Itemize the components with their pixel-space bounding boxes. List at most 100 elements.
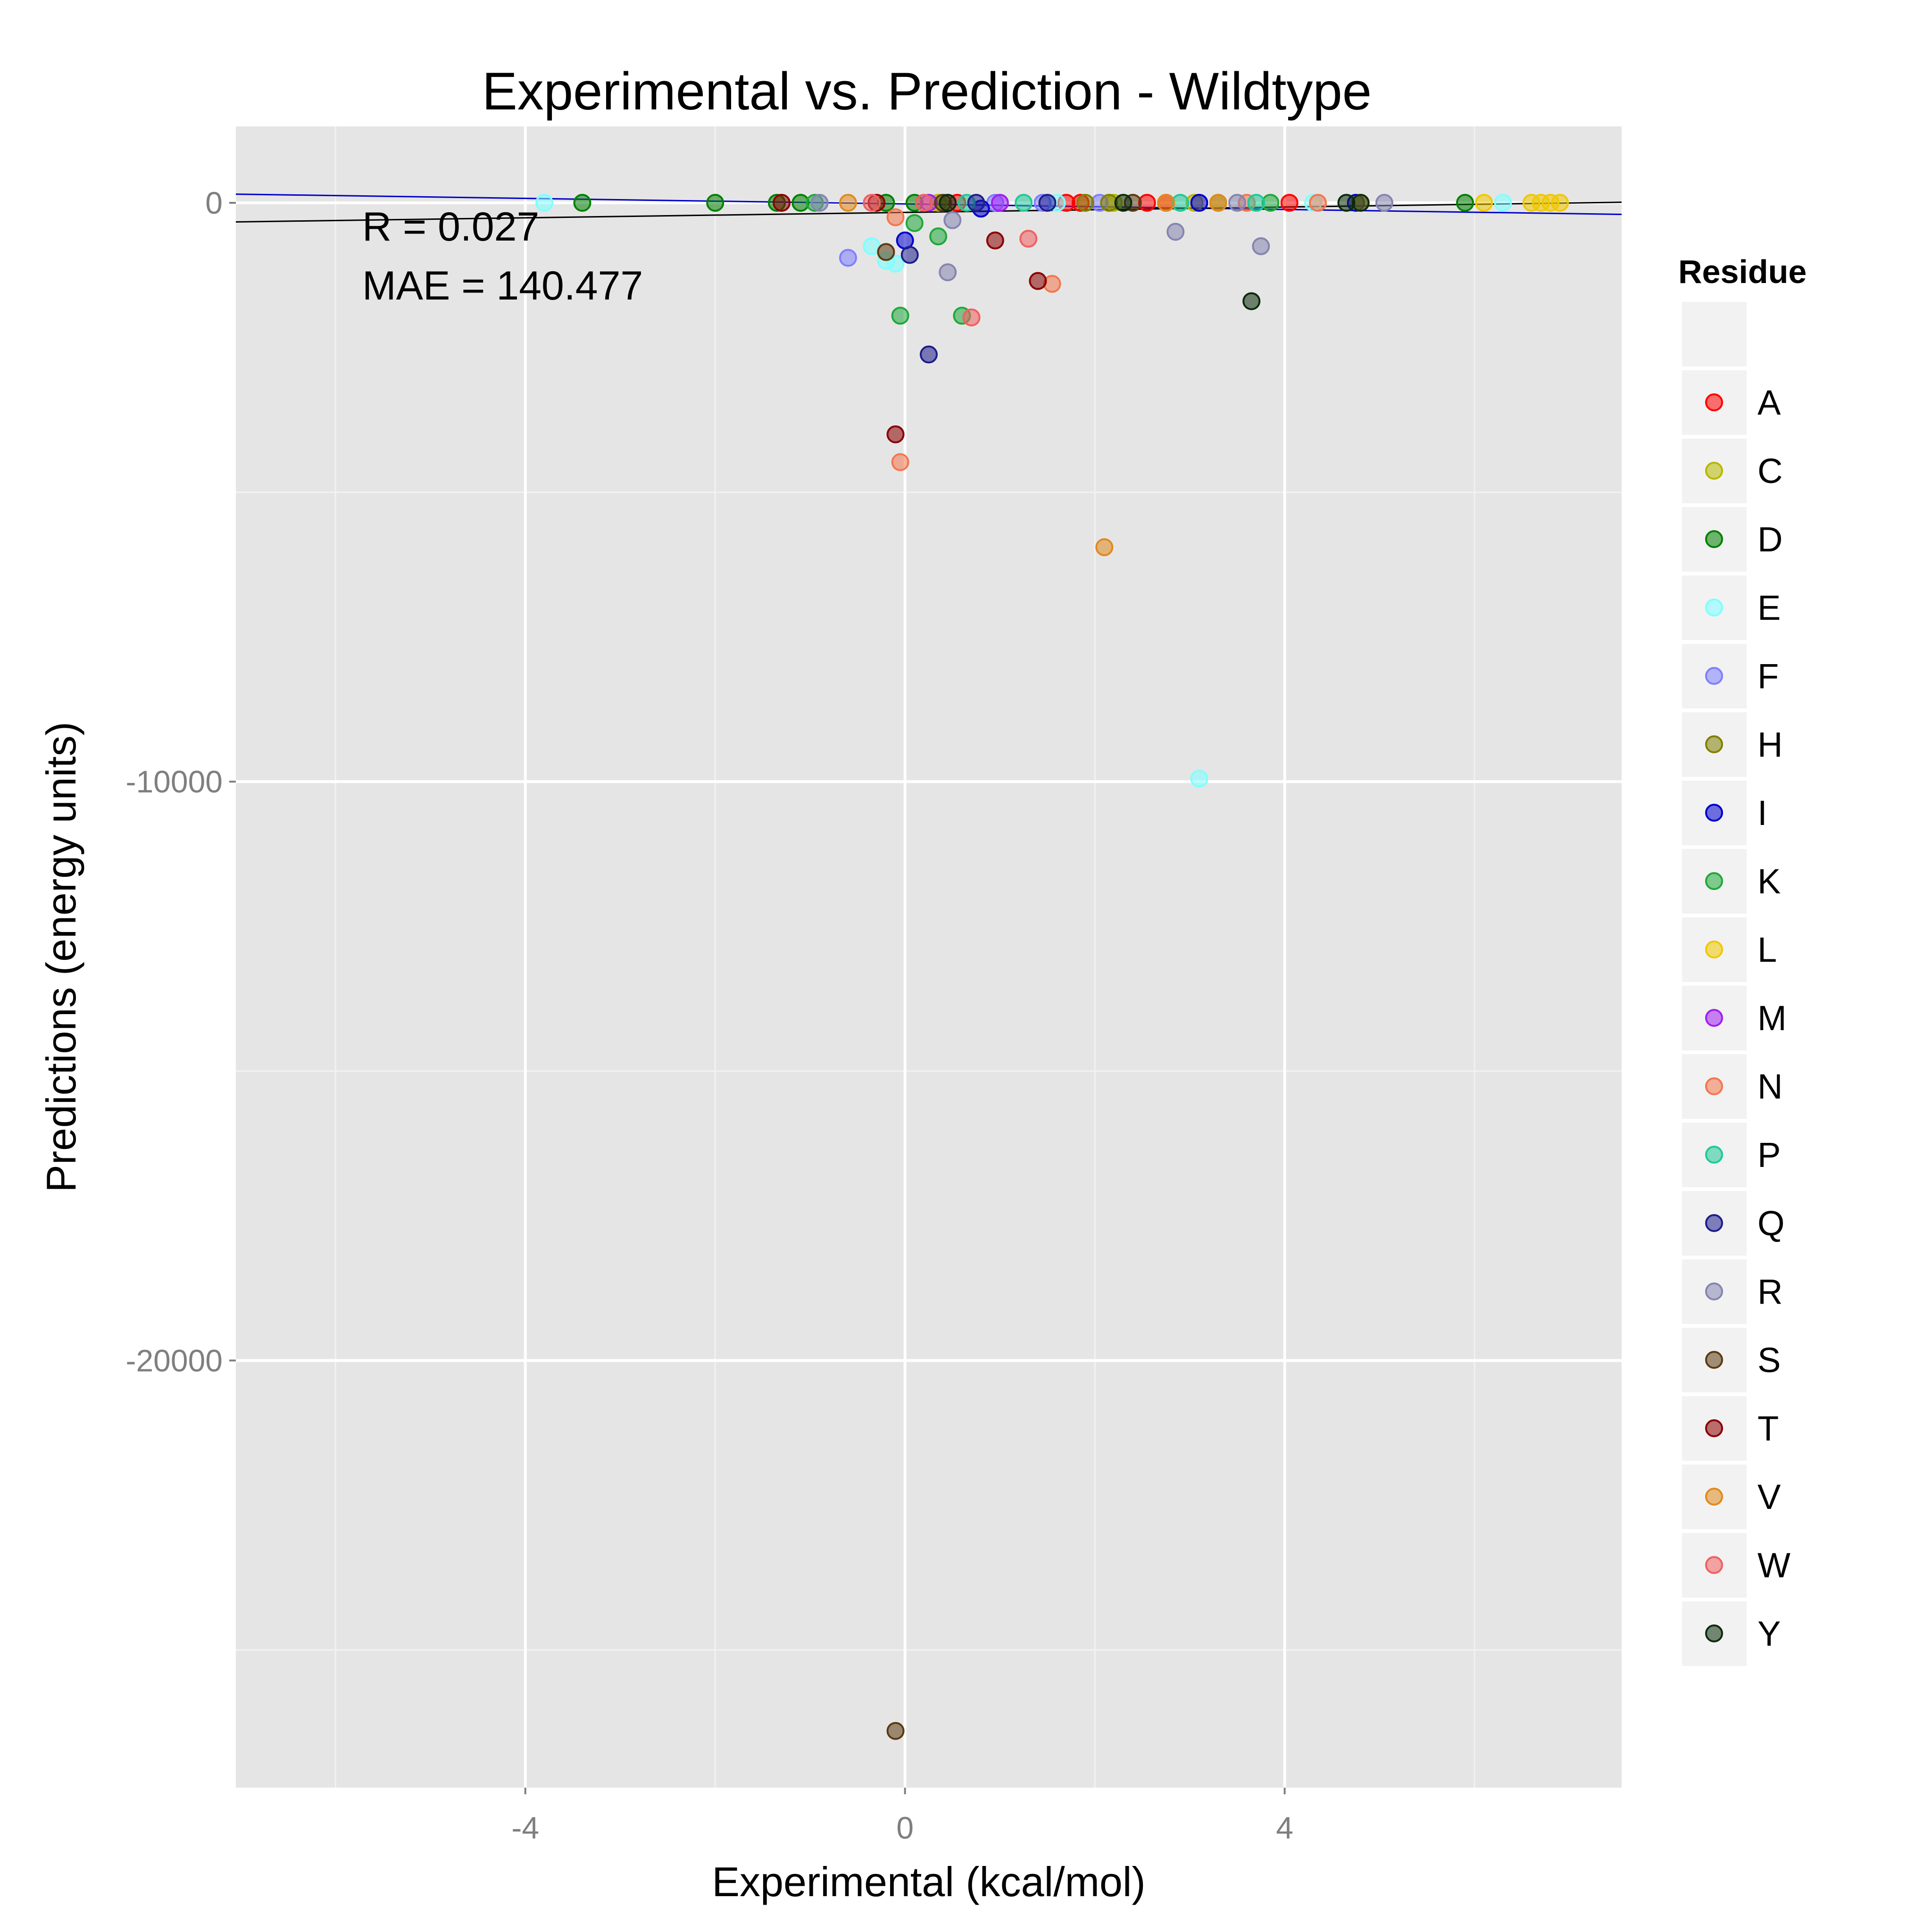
legend-swatch-v <box>1705 1488 1723 1506</box>
legend-swatch-q <box>1705 1214 1723 1232</box>
point-k <box>929 227 948 246</box>
point-n <box>1309 193 1327 212</box>
point-v <box>1157 193 1175 212</box>
point-r <box>1252 237 1270 256</box>
point-v <box>1209 193 1227 212</box>
legend-label-l: L <box>1757 930 1777 969</box>
point-n <box>1043 275 1061 293</box>
point-w <box>962 308 981 326</box>
legend-swatch-r <box>1705 1282 1723 1300</box>
point-q <box>1038 193 1057 212</box>
legend-label-y: Y <box>1757 1614 1781 1653</box>
point-v <box>839 193 857 212</box>
legend-label-s: S <box>1757 1341 1781 1380</box>
point-e <box>535 193 554 212</box>
point-f <box>839 249 857 267</box>
legend-swatch-h <box>1705 735 1723 753</box>
legend-swatch-c <box>1705 462 1723 480</box>
legend-swatch-a <box>1705 393 1723 411</box>
point-d <box>1456 193 1474 212</box>
legend-swatch-e <box>1705 599 1723 616</box>
point-t <box>886 425 905 443</box>
legend-label-v: V <box>1757 1477 1781 1516</box>
point-y <box>1351 193 1370 212</box>
legend-swatch-p <box>1705 1146 1723 1164</box>
y-tick-label: -20000 <box>125 1343 223 1378</box>
legend-label-n: N <box>1757 1067 1782 1106</box>
point-q <box>920 345 938 364</box>
legend-swatch-n <box>1705 1077 1723 1095</box>
legend-swatch-f <box>1705 667 1723 685</box>
point-y <box>1114 193 1133 212</box>
y-tick-label: 0 <box>205 185 223 220</box>
chart-title: Experimental vs. Prediction - Wildtype <box>482 62 1372 121</box>
point-r <box>1166 223 1185 241</box>
point-r <box>1228 193 1247 212</box>
legend-label-t: T <box>1757 1409 1779 1448</box>
point-y <box>939 193 957 212</box>
legend-swatch-k <box>1705 872 1723 890</box>
legend-label-m: M <box>1757 999 1787 1038</box>
point-w <box>915 193 933 212</box>
legend-label-p: P <box>1757 1135 1781 1174</box>
legend-title: Residue <box>1678 253 1807 290</box>
point-q <box>900 246 919 264</box>
legend-swatch-t <box>1705 1419 1723 1437</box>
minor-gridlines <box>236 126 1622 1788</box>
x-axis-ticks: -4 0 4 <box>511 1788 1293 1845</box>
legend-key <box>1682 302 1747 366</box>
legend-label-a: A <box>1757 383 1781 422</box>
point-k <box>905 214 924 232</box>
point-h <box>1076 193 1095 212</box>
point-y <box>1242 292 1261 310</box>
point-w <box>1019 230 1038 248</box>
point-e <box>1494 193 1512 212</box>
point-n <box>886 208 905 226</box>
legend-swatch-l <box>1705 941 1723 958</box>
point-w <box>863 193 881 212</box>
legend-swatch-i <box>1705 804 1723 822</box>
point-r <box>939 263 957 282</box>
y-tick-label: -10000 <box>125 764 223 799</box>
plot-panel <box>236 126 1622 1788</box>
point-p <box>1247 193 1266 212</box>
point-s <box>886 1722 905 1740</box>
point-q <box>967 193 985 212</box>
x-tick-label: 0 <box>896 1810 914 1845</box>
point-t <box>773 193 791 212</box>
legend-swatch-d <box>1705 530 1723 548</box>
legend-swatch-y <box>1705 1624 1723 1642</box>
legend-label-q: Q <box>1757 1204 1785 1243</box>
legend-label-c: C <box>1757 451 1782 491</box>
x-tick-label: 4 <box>1276 1810 1293 1845</box>
legend-label-k: K <box>1757 862 1781 901</box>
legend-label-r: R <box>1757 1272 1782 1311</box>
x-axis-title: Experimental (kcal/mol) <box>712 1858 1145 1905</box>
point-m <box>991 193 1009 212</box>
point-a <box>1280 193 1299 212</box>
x-tick-label: -4 <box>511 1810 539 1845</box>
major-gridlines <box>236 126 1622 1788</box>
legend-swatch-m <box>1705 1009 1723 1027</box>
point-r <box>1375 193 1393 212</box>
point-d <box>706 193 724 212</box>
point-v <box>1095 538 1114 557</box>
point-l <box>1475 193 1493 212</box>
annotation-mae: MAE = 140.477 <box>362 263 643 308</box>
point-l <box>1551 193 1569 212</box>
point-d <box>573 193 591 212</box>
point-t <box>1029 272 1047 290</box>
point-p <box>1015 193 1033 212</box>
point-e <box>886 254 905 273</box>
y-axis-title: Predictions (energy units) <box>38 722 84 1192</box>
point-r <box>810 193 829 212</box>
data-points <box>535 193 1569 1740</box>
legend-label-f: F <box>1757 657 1779 696</box>
legend-label-i: I <box>1757 793 1767 833</box>
legend-label-w: W <box>1757 1546 1790 1585</box>
point-e <box>1190 770 1208 788</box>
legend-swatch-s <box>1705 1351 1723 1369</box>
y-axis-ticks: 0 -10000 -20000 <box>125 185 236 1378</box>
